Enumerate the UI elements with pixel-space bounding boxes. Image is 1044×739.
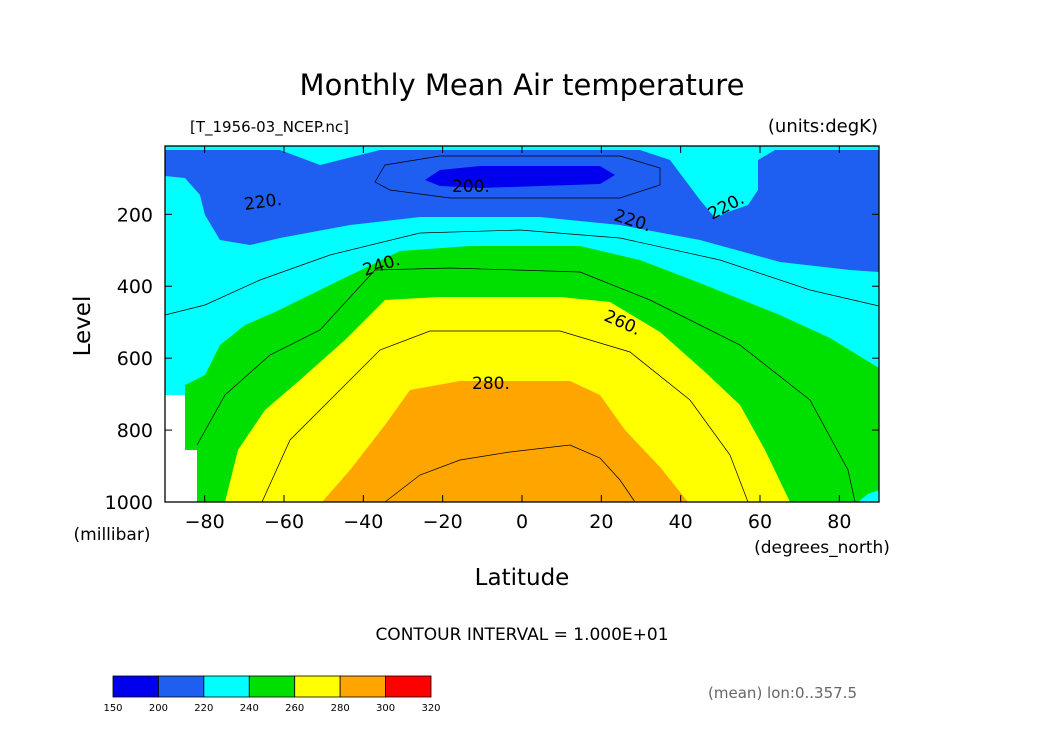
colorbar-level-label: 200 xyxy=(149,703,168,714)
units-label: (units:degK) xyxy=(768,116,878,137)
y-tick-label: 800 xyxy=(117,420,153,442)
contour-label-280: 280. xyxy=(472,374,510,394)
contour-line-250 xyxy=(196,267,856,503)
x-tick-label: 20 xyxy=(589,511,613,533)
colorbar-level-label: 320 xyxy=(421,703,440,714)
y-axis-ticks xyxy=(165,213,879,503)
band-lower-right-cyan xyxy=(858,490,879,502)
x-axis-ticks xyxy=(204,146,840,502)
y-tick-label: 600 xyxy=(117,348,153,370)
colorbar-level-label: 260 xyxy=(285,703,304,714)
x-tick-label: 60 xyxy=(748,511,772,533)
y-axis-title: Level xyxy=(70,296,96,357)
contour-line-210 xyxy=(374,155,661,199)
colorbar: 150 200 220 240 260 280 300 320 xyxy=(103,675,441,714)
x-tick-label: −20 xyxy=(423,511,463,533)
colorbar-swatch xyxy=(385,675,432,698)
x-tick-label: 40 xyxy=(669,511,693,533)
band-280-300 xyxy=(322,381,688,502)
contour-interval-label: CONTOUR INTERVAL = 1.000E+01 xyxy=(375,625,668,645)
y-axis-tick-labels: 200 400 600 800 1000 xyxy=(105,204,153,514)
contour-line-290 xyxy=(384,444,636,503)
contour-line-270 xyxy=(261,330,749,503)
plot-area: 200. 220. 220. 220. 240. 260. 280. xyxy=(164,145,880,503)
colorbar-swatch xyxy=(294,675,341,698)
colorbar-swatch xyxy=(158,675,205,698)
mean-lon-note: (mean) lon:0..357.5 xyxy=(708,684,857,702)
colorbar-swatch xyxy=(112,675,159,698)
y-units-label: (millibar) xyxy=(74,525,151,545)
colorbar-level-label: 240 xyxy=(240,703,259,714)
band-200-220 xyxy=(165,150,879,272)
contour-label-200: 200. xyxy=(452,177,490,197)
colorbar-swatch xyxy=(339,675,386,698)
x-units-label: (degrees_north) xyxy=(754,538,890,558)
x-axis-tick-labels: −80 −60 −40 −20 0 20 40 60 80 xyxy=(185,511,852,533)
x-axis-title: Latitude xyxy=(475,565,570,591)
y-tick-label: 200 xyxy=(117,204,153,226)
colorbar-level-label: 300 xyxy=(376,703,395,714)
colorbar-swatch xyxy=(248,675,296,698)
x-tick-label: 0 xyxy=(516,511,528,533)
colorbar-swatch xyxy=(203,675,250,698)
colorbar-level-label: 220 xyxy=(194,703,213,714)
x-tick-label: −40 xyxy=(343,511,383,533)
contour-line-230 xyxy=(164,229,880,316)
band-below-200 xyxy=(425,166,615,188)
colorbar-level-label: 280 xyxy=(331,703,350,714)
chart-title: Monthly Mean Air temperature xyxy=(300,68,745,102)
y-tick-label: 400 xyxy=(117,276,153,298)
colorbar-level-label: 150 xyxy=(103,703,122,714)
file-label: [T_1956-03_NCEP.nc] xyxy=(190,118,349,137)
y-tick-label: 1000 xyxy=(105,492,153,514)
x-tick-label: −80 xyxy=(185,511,225,533)
x-tick-label: 80 xyxy=(827,511,851,533)
x-tick-label: −60 xyxy=(264,511,304,533)
band-missing xyxy=(165,395,197,502)
